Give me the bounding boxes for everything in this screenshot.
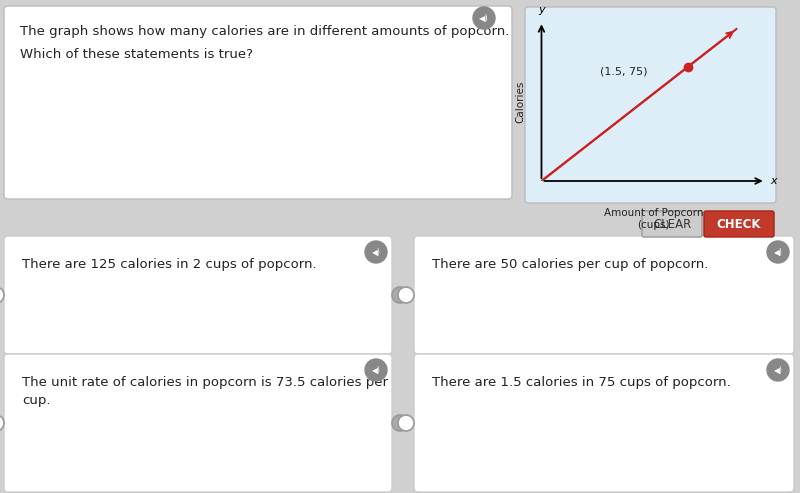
- Text: ◀): ◀): [774, 365, 782, 375]
- Text: y: y: [538, 5, 545, 15]
- Circle shape: [365, 241, 387, 263]
- Circle shape: [0, 415, 4, 431]
- Text: The graph shows how many calories are in different amounts of popcorn.: The graph shows how many calories are in…: [20, 25, 510, 38]
- Text: There are 50 calories per cup of popcorn.: There are 50 calories per cup of popcorn…: [432, 258, 708, 271]
- Text: ◀): ◀): [479, 13, 489, 23]
- Text: There are 125 calories in 2 cups of popcorn.: There are 125 calories in 2 cups of popc…: [22, 258, 317, 271]
- FancyBboxPatch shape: [704, 211, 774, 237]
- Circle shape: [767, 359, 789, 381]
- Text: CLEAR: CLEAR: [653, 217, 691, 231]
- Text: ◀): ◀): [774, 247, 782, 256]
- FancyBboxPatch shape: [642, 211, 702, 237]
- FancyBboxPatch shape: [4, 354, 392, 492]
- FancyBboxPatch shape: [4, 6, 512, 199]
- Text: CHECK: CHECK: [717, 217, 762, 231]
- Circle shape: [392, 287, 408, 303]
- Circle shape: [398, 287, 414, 303]
- Text: x: x: [770, 176, 777, 186]
- Text: There are 1.5 calories in 75 cups of popcorn.: There are 1.5 calories in 75 cups of pop…: [432, 376, 730, 389]
- FancyBboxPatch shape: [525, 7, 776, 203]
- Text: Which of these statements is true?: Which of these statements is true?: [20, 48, 253, 61]
- Circle shape: [398, 415, 414, 431]
- Circle shape: [365, 359, 387, 381]
- FancyBboxPatch shape: [414, 236, 794, 354]
- Circle shape: [0, 287, 4, 303]
- FancyBboxPatch shape: [414, 354, 794, 492]
- Circle shape: [473, 7, 495, 29]
- Text: (1.5, 75): (1.5, 75): [600, 67, 647, 76]
- Circle shape: [767, 241, 789, 263]
- Text: The unit rate of calories in popcorn is 73.5 calories per
cup.: The unit rate of calories in popcorn is …: [22, 376, 388, 407]
- FancyBboxPatch shape: [4, 236, 392, 354]
- Text: ◀): ◀): [371, 247, 381, 256]
- Text: Calories: Calories: [515, 81, 525, 123]
- Circle shape: [392, 415, 408, 431]
- Text: Amount of Popcorn
(cups): Amount of Popcorn (cups): [604, 209, 703, 230]
- Text: ◀): ◀): [371, 365, 381, 375]
